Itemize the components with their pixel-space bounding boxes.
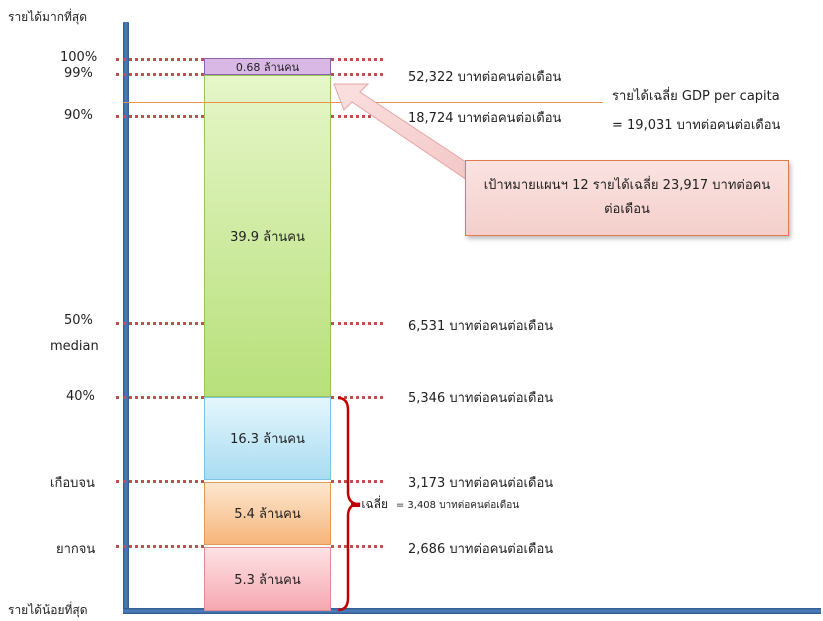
vertical-axis	[123, 22, 129, 614]
level-value-near-poor: 3,173 บาทต่อคนต่อเดือน	[408, 476, 554, 491]
level-line-50-left	[116, 322, 204, 325]
level-label-99: 99%	[64, 66, 93, 81]
level-line-100-left	[116, 58, 204, 61]
level-line-100-right	[331, 58, 383, 61]
bar-segment-top-1pct: 0.68 ล้านคน	[204, 58, 331, 75]
level-label-near-poor: เกือบจน	[50, 476, 95, 491]
gdp-label-line1: รายได้เฉลี่ย GDP per capita	[612, 89, 780, 104]
level-line-99-right	[331, 73, 383, 76]
level-label-90: 90%	[64, 108, 93, 123]
horizontal-axis	[123, 608, 821, 614]
callout-text: เป้าหมายแผนฯ 12 รายได้เฉลี่ย 23,917 บาทต…	[483, 178, 771, 217]
bracket-value: = 3,408 บาทต่อคนต่อเดือน	[395, 500, 520, 511]
target-callout: เป้าหมายแผนฯ 12 รายได้เฉลี่ย 23,917 บาทต…	[465, 160, 789, 236]
bracket-icon	[337, 396, 357, 612]
bar-segment-label: 5.3 ล้านคน	[234, 572, 301, 588]
bar-segment-poor-near-poor: 5.4 ล้านคน	[204, 482, 331, 545]
level-line-near-poor-right	[331, 480, 383, 483]
level-line-40-left	[116, 396, 204, 399]
bar-segment-near-poor-40: 16.3 ล้านคน	[204, 397, 331, 480]
level-label-40: 40%	[66, 389, 95, 404]
level-label-median: median	[50, 339, 99, 354]
level-label-poor: ยากจน	[56, 542, 96, 557]
bracket-prefix: เฉลี่ย	[361, 497, 389, 511]
bracket-note: ▬เฉลี่ย = 3,408 บาทต่อคนต่อเดือน	[350, 497, 520, 511]
level-value-90: 18,724 บาทต่อคนต่อเดือน	[408, 111, 562, 126]
level-line-90-left	[116, 115, 204, 118]
axis-bottom-label: รายได้น้อยที่สุด	[8, 603, 88, 617]
level-line-near-poor-left	[116, 480, 204, 483]
level-value-50: 6,531 บาทต่อคนต่อเดือน	[408, 319, 554, 334]
axis-top-label: รายได้มากที่สุด	[8, 10, 87, 24]
bar-segment-below-poor: 5.3 ล้านคน	[204, 547, 331, 611]
level-line-50-right	[331, 322, 383, 325]
level-value-99: 52,322 บาทต่อคนต่อเดือน	[408, 70, 562, 85]
level-value-40: 5,346 บาทต่อคนต่อเดือน	[408, 391, 554, 406]
gdp-label-line2: = 19,031 บาทต่อคนต่อเดือน	[612, 118, 781, 133]
bar-segment-label: 16.3 ล้านคน	[230, 432, 305, 447]
bar-segment-label: 5.4 ล้านคน	[234, 507, 301, 522]
level-label-100: 100%	[60, 50, 98, 65]
level-line-99-left	[116, 73, 204, 76]
level-line-90-right	[331, 115, 383, 118]
bar-segment-40-99: 39.9 ล้านคน	[204, 75, 331, 397]
level-line-poor-left	[116, 545, 204, 548]
level-line-poor-right	[331, 545, 383, 548]
bar-segment-label: 0.68 ล้านคน	[235, 60, 300, 74]
level-value-poor: 2,686 บาทต่อคนต่อเดือน	[408, 542, 554, 557]
bar-segment-label: 39.9 ล้านคน	[230, 230, 305, 245]
level-line-40-right	[331, 396, 383, 399]
level-label-50: 50%	[64, 313, 93, 328]
